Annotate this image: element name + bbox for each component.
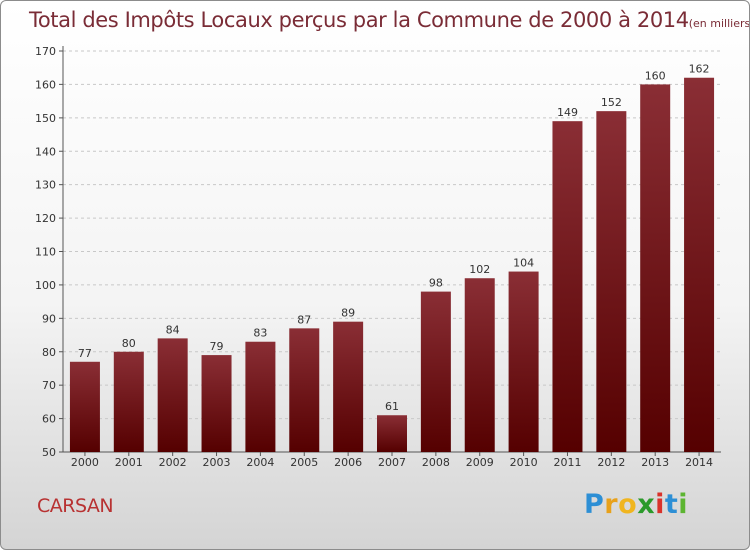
- y-tick-label: 80: [42, 346, 56, 359]
- data-label: 83: [253, 327, 267, 340]
- commune-name: CARSAN: [37, 495, 114, 517]
- y-tick-label: 150: [35, 112, 56, 125]
- data-label: 89: [341, 307, 355, 320]
- proxiti-logo: Proxiti: [584, 489, 688, 520]
- y-tick-label: 70: [42, 379, 56, 392]
- x-tick-label: 2009: [466, 456, 494, 469]
- data-label: 84: [166, 323, 180, 336]
- bar-2004: [245, 341, 276, 452]
- data-label: 160: [645, 69, 666, 82]
- bar-2001: [113, 351, 144, 452]
- x-tick-label: 2007: [378, 456, 406, 469]
- y-tick-label: 140: [35, 145, 56, 158]
- x-tick-label: 2011: [553, 456, 581, 469]
- x-tick-label: 2013: [641, 456, 669, 469]
- y-tick-label: 50: [42, 446, 56, 459]
- data-label: 102: [469, 263, 490, 276]
- bar-2005: [289, 328, 320, 452]
- x-tick-label: 2003: [203, 456, 231, 469]
- y-tick-label: 110: [35, 246, 56, 259]
- logo-letter: i: [655, 489, 665, 520]
- data-label: 162: [689, 63, 710, 76]
- y-tick-label: 120: [35, 212, 56, 225]
- x-tick-label: 2010: [510, 456, 538, 469]
- chart-unit: (en milliers d'€): [688, 17, 750, 30]
- bar-2000: [69, 361, 100, 452]
- x-tick-label: 2002: [159, 456, 187, 469]
- y-tick-label: 90: [42, 312, 56, 325]
- bar-2003: [201, 355, 232, 452]
- x-tick-label: 2006: [334, 456, 362, 469]
- bar-2012: [596, 111, 627, 453]
- y-tick-labels: 50 60 70 80 90 100 110 120 130 140 150 160 170: [35, 45, 56, 459]
- logo-letter: o: [618, 489, 638, 520]
- data-label: 80: [122, 337, 136, 350]
- y-tick-label: 130: [35, 179, 56, 192]
- x-tick-label: 2004: [246, 456, 274, 469]
- x-tick-labels: 2000 2001 2002 2003 2004 2005 2006 2007 2008 2009…: [71, 456, 713, 469]
- y-tick-label: 170: [35, 45, 56, 58]
- chart-title: Total des Impôts Locaux perçus par la Co…: [29, 8, 750, 32]
- x-tick-label: 2014: [685, 456, 713, 469]
- bar-2010: [508, 271, 539, 452]
- data-label: 149: [557, 106, 578, 119]
- x-tick-label: 2005: [290, 456, 318, 469]
- bar-2013: [640, 84, 671, 453]
- data-label: 152: [601, 96, 622, 109]
- bar-2006: [333, 321, 364, 452]
- logo-letter: i: [678, 489, 689, 520]
- data-label: 87: [297, 313, 311, 326]
- logo-letter: P: [584, 489, 605, 520]
- logo-letter: r: [604, 489, 619, 520]
- data-label: 104: [513, 257, 534, 270]
- y-tick-label: 160: [35, 78, 56, 91]
- y-tick-label: 60: [42, 413, 56, 426]
- data-label: 61: [385, 400, 399, 413]
- bar-2014: [684, 77, 715, 452]
- bar-2011: [552, 121, 583, 453]
- chart-title-text: Total des Impôts Locaux perçus par la Co…: [29, 8, 689, 32]
- bar-2007: [377, 415, 407, 452]
- bar-2009: [464, 278, 495, 452]
- y-tick-label: 100: [35, 279, 56, 292]
- logo-letter: t: [664, 489, 679, 520]
- bar-2002: [157, 338, 188, 452]
- data-label: 77: [78, 347, 92, 360]
- data-label: 79: [210, 340, 224, 353]
- data-label: 98: [429, 277, 443, 290]
- x-tick-label: 2000: [71, 456, 99, 469]
- bar-2008: [420, 291, 451, 452]
- x-tick-label: 2012: [597, 456, 625, 469]
- bars: [69, 77, 715, 453]
- logo-letter: x: [637, 489, 656, 520]
- data-labels: 77 80 84 79 83 87 89 61 98 102 104 149 152 160 162: [78, 63, 710, 414]
- x-tick-label: 2008: [422, 456, 450, 469]
- x-tick-label: 2001: [115, 456, 143, 469]
